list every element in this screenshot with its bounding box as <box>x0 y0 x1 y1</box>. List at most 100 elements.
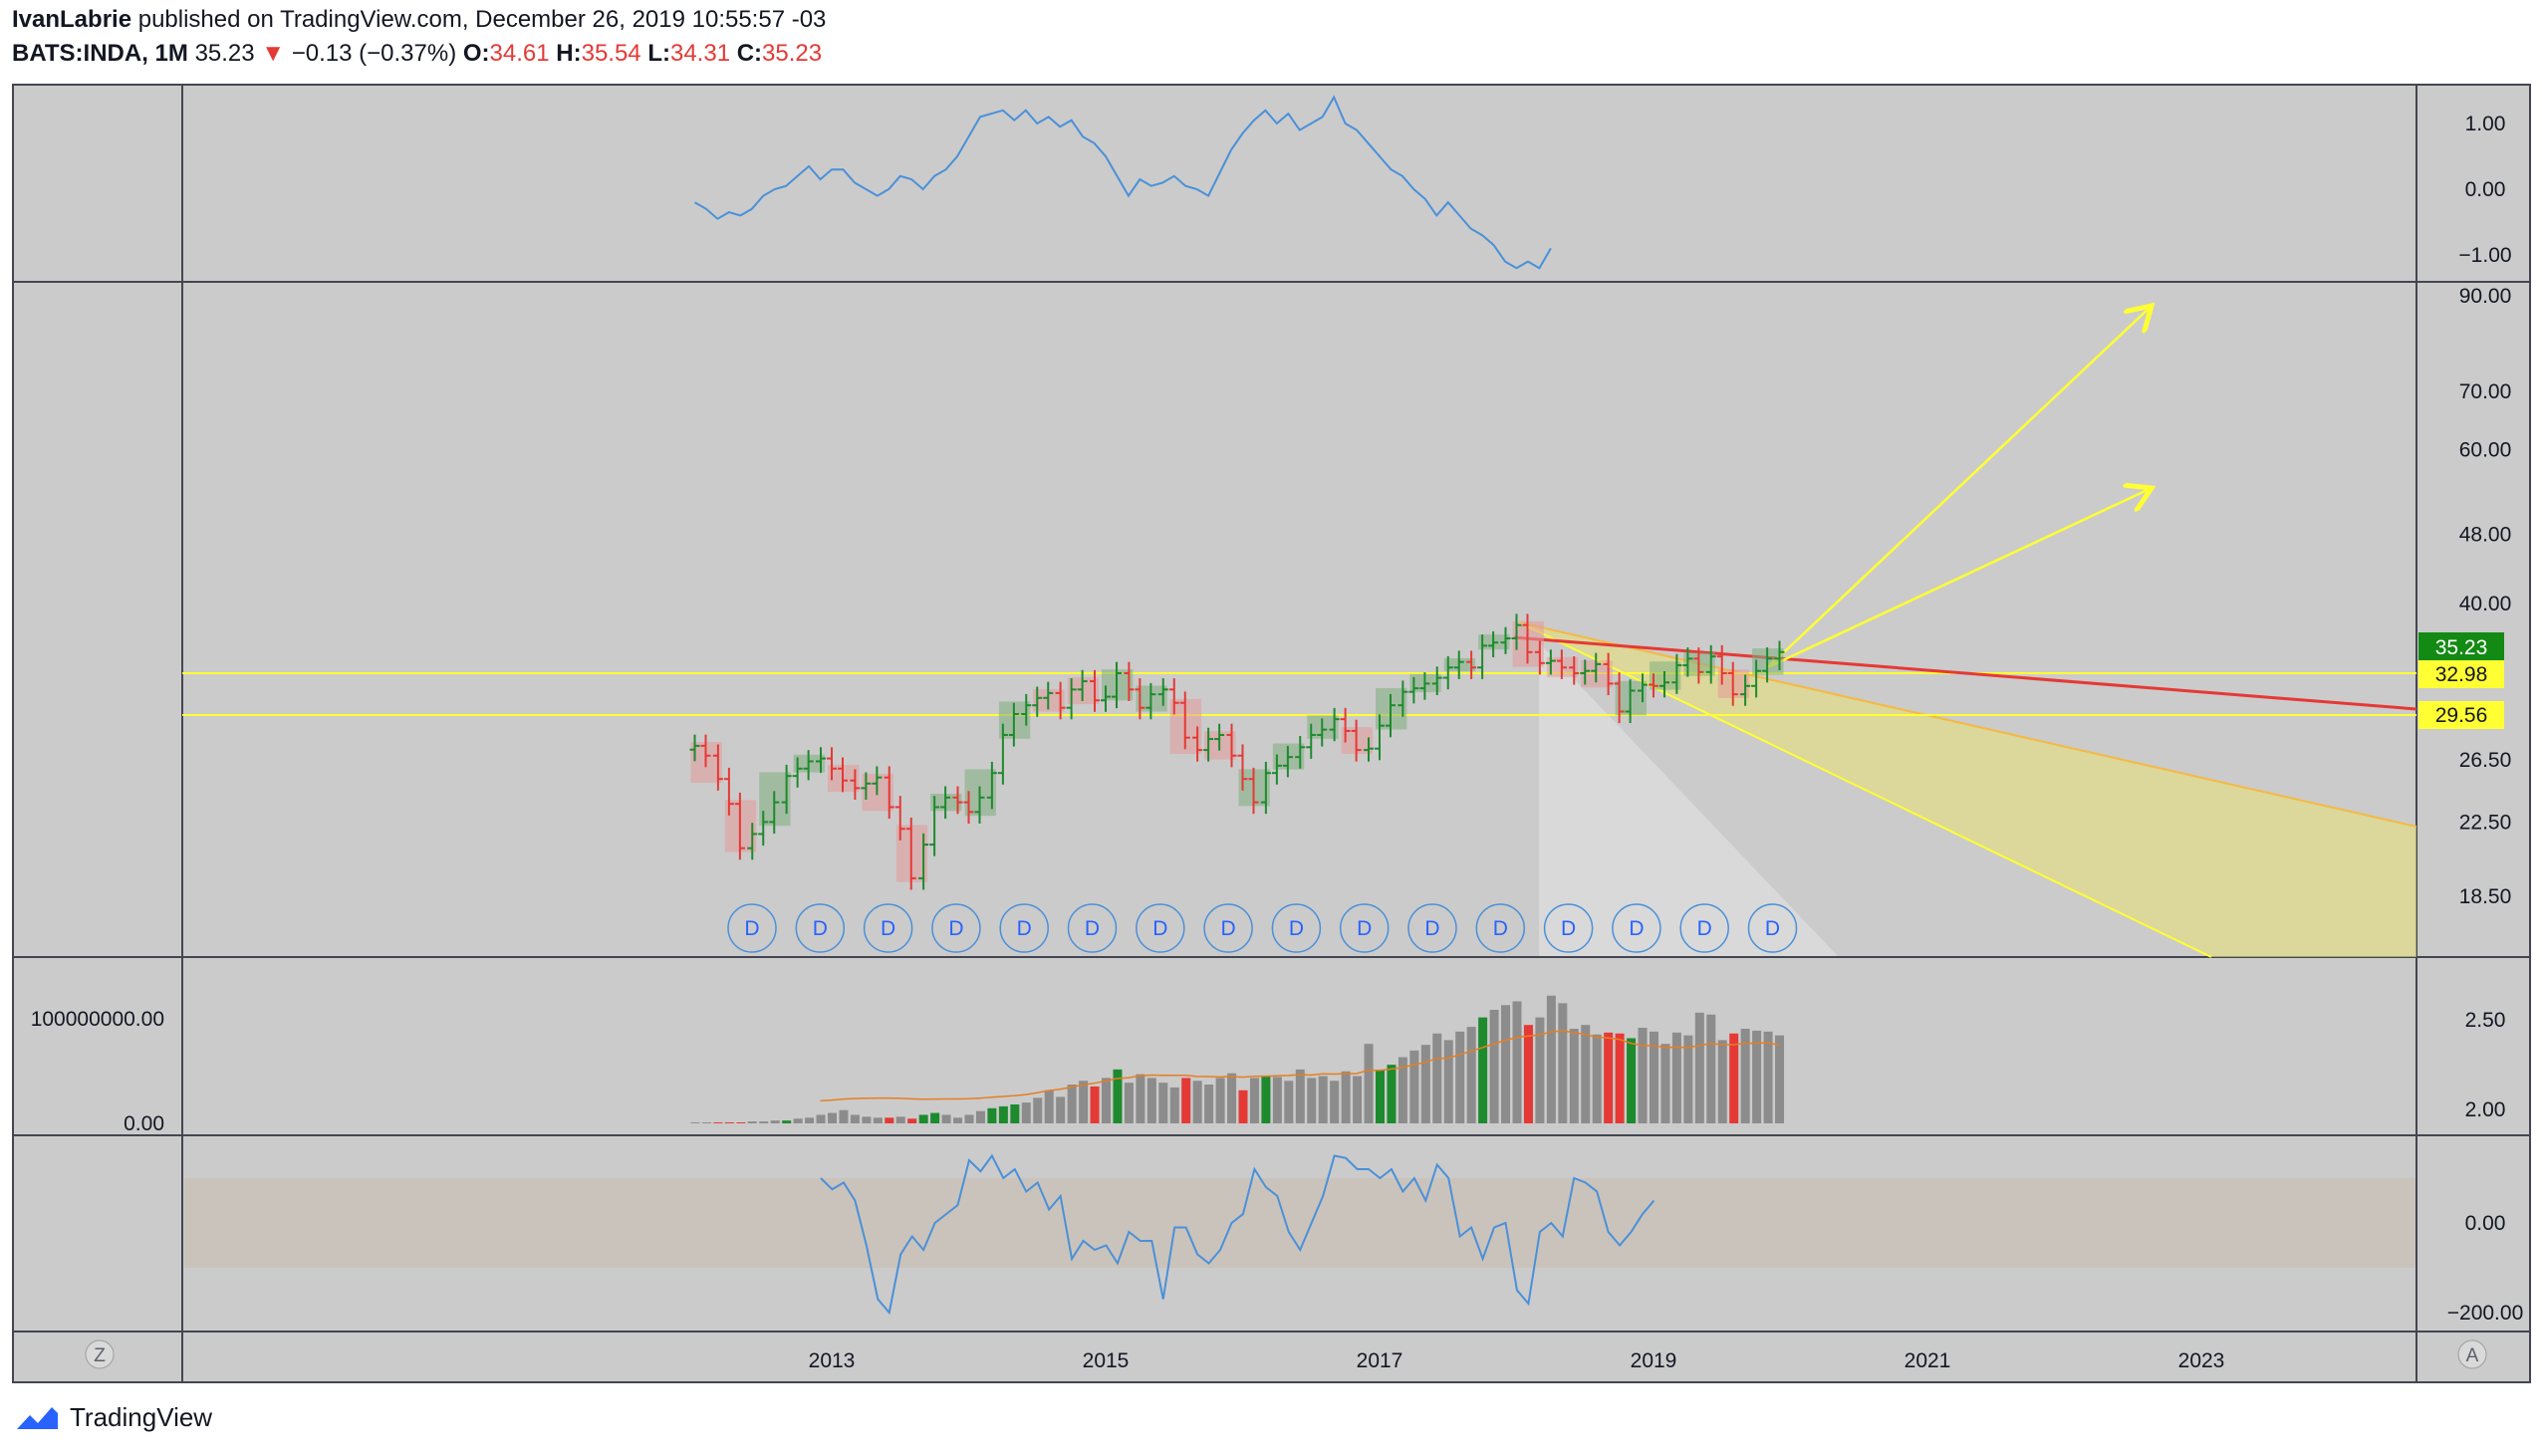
volume-bar <box>1466 1027 1476 1123</box>
x-axis-label: 2017 <box>1357 1349 1403 1372</box>
volume-bar <box>1318 1076 1328 1123</box>
volume-bar <box>1227 1073 1237 1123</box>
dividend-marker-label: D <box>1493 917 1508 940</box>
dividend-marker-label: D <box>1424 917 1439 940</box>
dividend-marker <box>1679 903 1729 953</box>
x-axis-label: 2013 <box>809 1349 856 1372</box>
volume-bar <box>1512 1001 1522 1123</box>
volume-bar <box>941 1114 951 1123</box>
volume-bar <box>828 1112 837 1123</box>
volume-bar <box>1775 1035 1785 1123</box>
volume-bar <box>1650 1031 1658 1123</box>
volume-bar <box>1033 1097 1043 1123</box>
volume-bar <box>724 1122 734 1123</box>
tradingview-logo[interactable]: TradingView <box>12 1402 212 1433</box>
price-axis-tick: 18.50 <box>2459 885 2512 908</box>
volume-bar <box>782 1120 792 1123</box>
oscillator-axis-tick: −200.00 <box>2447 1302 2524 1325</box>
volume-bar <box>987 1107 997 1123</box>
indicator-line <box>694 95 1552 270</box>
volume-bar <box>1717 1040 1727 1123</box>
fan-gray <box>1539 642 1838 956</box>
dividend-marker-label: D <box>1697 917 1712 940</box>
volume-bar <box>759 1121 769 1123</box>
dividend-marker <box>1067 903 1118 953</box>
last-price: 35.23 <box>194 40 255 67</box>
volume-bar <box>1398 1057 1407 1123</box>
price-axis-tick: 70.00 <box>2459 380 2512 403</box>
cloud-icon <box>17 1406 58 1429</box>
volume-bar <box>930 1112 940 1123</box>
volume-bar <box>1546 995 1556 1123</box>
volume-bar <box>1169 1087 1179 1123</box>
ohlc-legend: BATS:INDA, 1M 35.23 ▼ −0.13 (−0.37%) O:3… <box>12 40 822 68</box>
oscillator-line <box>820 1153 1655 1316</box>
a-button[interactable]: A <box>2457 1339 2487 1369</box>
publisher-name[interactable]: IvanLabrie <box>12 6 132 33</box>
volume-bar <box>1102 1078 1111 1123</box>
volume-ma-line <box>820 1030 1780 1102</box>
arrow-up-steep[interactable] <box>1767 306 2152 668</box>
volume-bar <box>770 1120 780 1123</box>
volume-bar <box>1615 1033 1625 1123</box>
volume-bar <box>1330 1081 1340 1123</box>
low-label: L: <box>647 40 670 67</box>
volume-bar <box>1192 1081 1202 1123</box>
volume-bar <box>713 1122 723 1123</box>
volume-bar <box>1660 1044 1670 1123</box>
volume-bar <box>1604 1032 1614 1123</box>
close-label: C: <box>736 40 763 67</box>
dividend-marker <box>863 903 913 953</box>
volume-bar <box>1056 1096 1066 1123</box>
chart-frame[interactable] <box>12 84 2531 1383</box>
volume-bar <box>1523 1025 1533 1123</box>
price-axis-tick: 22.50 <box>2459 811 2512 834</box>
volume-bar <box>1455 1031 1465 1123</box>
volume-bar <box>1204 1085 1214 1123</box>
symbol-label[interactable]: BATS:INDA, 1M <box>12 40 188 67</box>
volume-bar <box>1763 1031 1773 1123</box>
volume-bar <box>907 1118 917 1123</box>
fan-yellow[interactable] <box>1518 621 2417 958</box>
volume-bar <box>1238 1090 1248 1123</box>
volume-bar <box>1432 1033 1442 1123</box>
price-axis-tick: 90.00 <box>2459 285 2512 308</box>
level-tag-lower <box>2418 701 2504 729</box>
volume-bar <box>1627 1038 1637 1123</box>
volume-bar <box>953 1117 963 1123</box>
volume-bar <box>805 1117 815 1123</box>
arrow-up-mild[interactable] <box>1767 488 2152 669</box>
volume-bar <box>1376 1070 1385 1123</box>
volume-bar <box>793 1118 803 1123</box>
volume-ma-axis-tick: 2.50 <box>2465 1009 2506 1032</box>
volume-bar <box>839 1109 849 1123</box>
volume-bar <box>1136 1074 1145 1123</box>
oscillator-axis-tick: 0.00 <box>2465 1212 2506 1235</box>
volume-bar <box>1683 1035 1693 1123</box>
volume-bar <box>850 1114 860 1123</box>
volume-bar <box>1694 1012 1704 1123</box>
dividend-marker-label: D <box>1289 917 1304 940</box>
red-trend-line[interactable] <box>1513 635 2417 711</box>
price-axis-tick: 48.00 <box>2459 524 2512 547</box>
volume-bar <box>1535 1017 1545 1123</box>
level-tag-upper <box>2418 660 2504 688</box>
volume-bar <box>862 1116 872 1123</box>
open-label: O: <box>462 40 490 67</box>
dividend-marker-label: D <box>1765 917 1780 940</box>
level-tag-lower-text: 29.56 <box>2435 704 2488 727</box>
volume-bar <box>1146 1078 1156 1123</box>
dividend-marker-label: D <box>1017 917 1032 940</box>
dividend-marker-label: D <box>1629 917 1644 940</box>
volume-bar <box>873 1117 883 1123</box>
volume-bar <box>1443 1040 1453 1123</box>
volume-bar <box>1261 1076 1271 1123</box>
volume-bar <box>1090 1086 1100 1123</box>
volume-bar <box>1307 1078 1317 1123</box>
oscillator-band <box>184 1178 2415 1268</box>
z-button[interactable]: Z <box>85 1339 115 1369</box>
volume-bar <box>1353 1076 1363 1123</box>
dividend-marker-label: D <box>1221 917 1236 940</box>
dividend-marker <box>795 903 846 953</box>
